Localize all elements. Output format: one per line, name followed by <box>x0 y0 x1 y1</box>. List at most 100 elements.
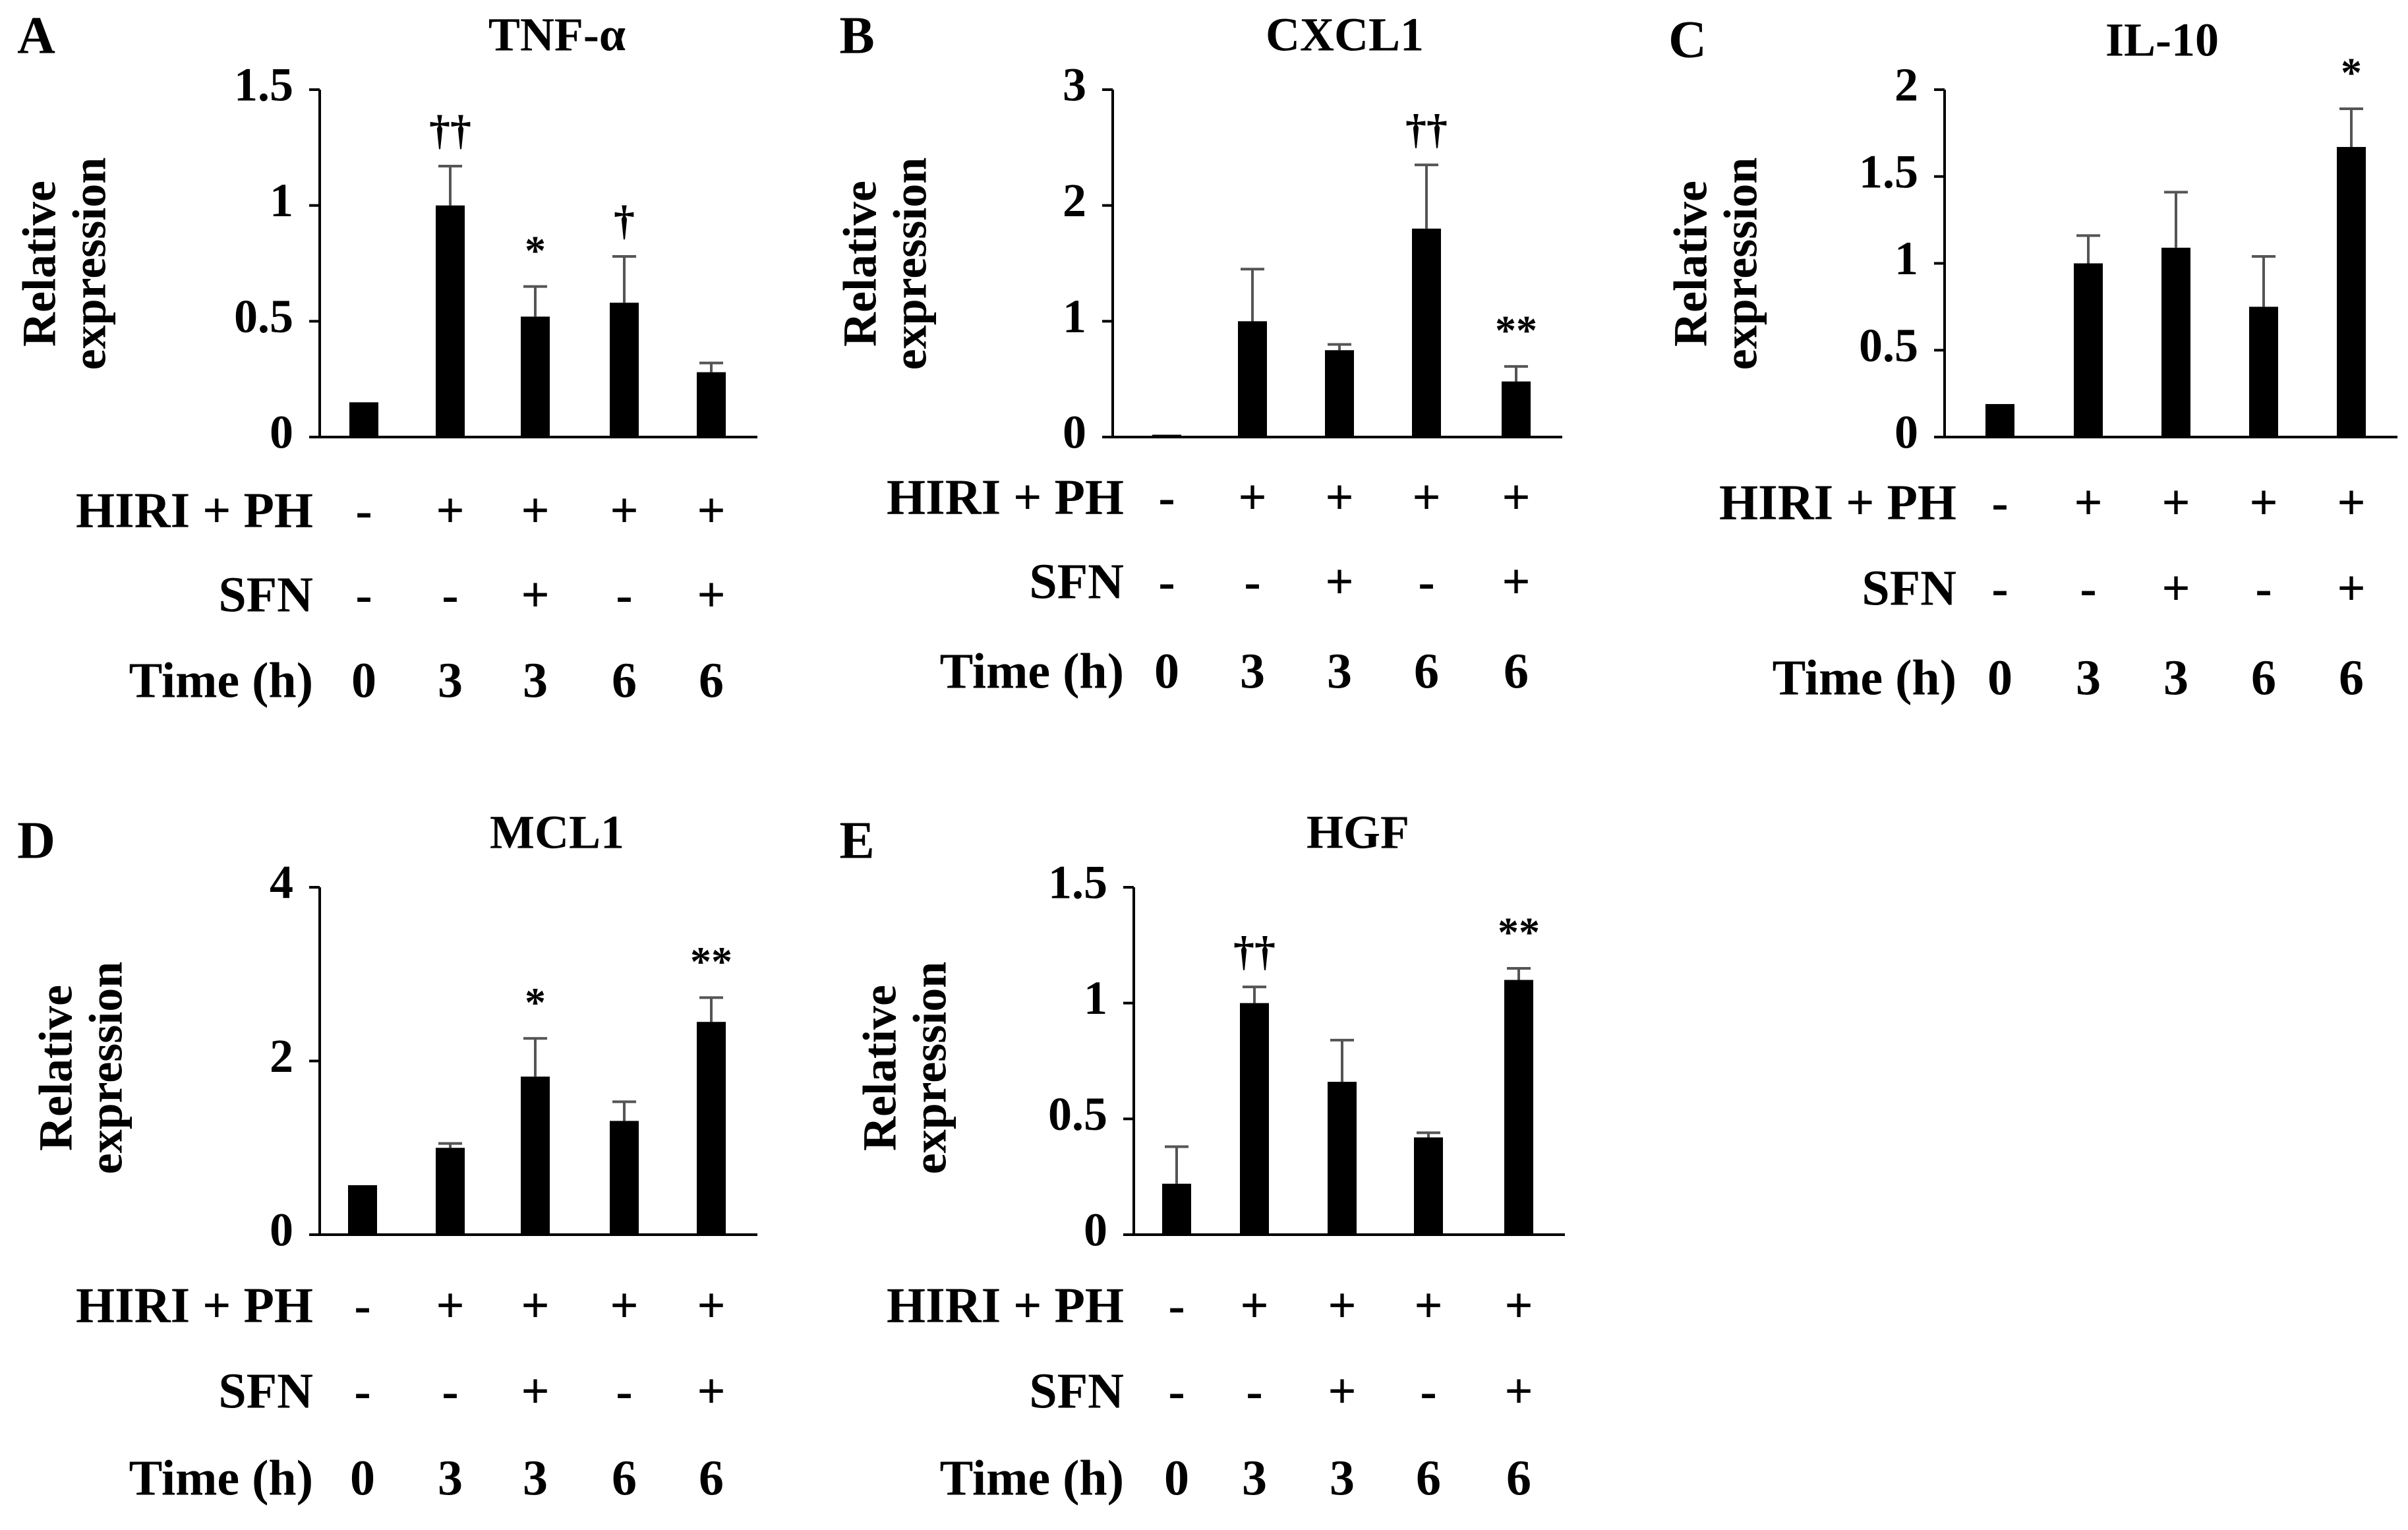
condition-sfn: + <box>1502 554 1530 609</box>
condition-hiri-ph: + <box>1238 469 1266 525</box>
condition-time: 6 <box>2251 650 2276 705</box>
bar <box>1412 228 1441 437</box>
y-tick-label: 1 <box>1084 972 1107 1024</box>
y-tick-label: 1 <box>1063 290 1086 343</box>
panel-label: E <box>839 811 874 869</box>
significance-marker: ** <box>1495 307 1537 354</box>
condition-sfn: + <box>2337 560 2365 616</box>
chart-title: CXCL1 <box>1266 9 1424 61</box>
chart-title: HGF <box>1307 806 1409 859</box>
condition-hiri-ph: - <box>1991 475 2008 530</box>
condition-time: 6 <box>612 653 637 708</box>
y-tick-label: 2 <box>270 1030 293 1082</box>
significance-marker: * <box>525 979 546 1026</box>
bar <box>697 1022 726 1235</box>
condition-hiri-ph: + <box>1325 469 1353 525</box>
bar <box>610 303 639 437</box>
chart-title: TNF-α <box>488 9 626 61</box>
significance-marker: †† <box>1405 105 1448 152</box>
condition-time: 3 <box>1242 1450 1267 1506</box>
y-tick-label: 4 <box>270 856 293 909</box>
condition-hiri-ph: - <box>1168 1278 1185 1333</box>
condition-time: 3 <box>2076 650 2101 705</box>
bar <box>610 1121 639 1235</box>
condition-sfn: + <box>697 567 725 622</box>
condition-time: 0 <box>351 653 376 708</box>
condition-sfn: - <box>355 567 372 622</box>
bar <box>1240 1003 1269 1235</box>
condition-hiri-ph: + <box>521 1278 549 1333</box>
condition-time: 6 <box>612 1450 637 1506</box>
y-axis-label-line: Relative <box>30 985 82 1151</box>
significance-marker: †† <box>429 107 471 154</box>
y-axis-label-line: expression <box>80 962 132 1175</box>
condition-sfn: + <box>1325 554 1353 609</box>
bar <box>1152 434 1181 437</box>
y-axis-label-line: expression <box>1715 158 1767 370</box>
y-tick-label: 0 <box>270 406 293 459</box>
y-tick-label: 1 <box>1894 232 1918 285</box>
condition-time: 6 <box>699 653 724 708</box>
bar <box>1985 403 2014 437</box>
condition-time: 3 <box>1327 643 1352 699</box>
y-tick-label: 2 <box>1894 59 1918 111</box>
row-label-time: Time (h) <box>129 653 313 708</box>
condition-hiri-ph: + <box>1504 1278 1533 1333</box>
y-tick-label: 1.5 <box>1859 145 1918 198</box>
condition-time: 6 <box>1414 643 1439 699</box>
row-label-sfn: SFN <box>218 567 313 622</box>
condition-hiri-ph: + <box>610 1278 638 1333</box>
condition-time: 3 <box>1240 643 1265 699</box>
bar <box>521 1076 550 1235</box>
y-tick-label: 0.5 <box>234 290 293 343</box>
condition-hiri-ph: + <box>436 483 464 538</box>
significance-marker: ** <box>1498 909 1540 956</box>
row-label-time: Time (h) <box>1773 650 1956 705</box>
row-label-hiri-ph: HIRI + PH <box>76 483 313 538</box>
condition-hiri-ph: + <box>610 483 638 538</box>
y-axis-label-line: Relative <box>854 985 906 1151</box>
panel-label: B <box>839 7 874 65</box>
condition-time: 6 <box>699 1450 724 1506</box>
condition-hiri-ph: + <box>1240 1278 1268 1333</box>
bar <box>1162 1183 1191 1235</box>
condition-sfn: - <box>1418 554 1434 609</box>
row-label-sfn: SFN <box>218 1363 313 1419</box>
condition-hiri-ph: + <box>697 1278 725 1333</box>
condition-sfn: + <box>1328 1363 1356 1419</box>
significance-marker: †† <box>1233 927 1276 974</box>
condition-time: 3 <box>438 1450 463 1506</box>
y-axis-label-line: Relative <box>1664 181 1717 347</box>
significance-marker: ** <box>690 938 732 985</box>
condition-hiri-ph: + <box>2074 475 2102 530</box>
condition-sfn: + <box>697 1363 725 1419</box>
y-tick-label: 1 <box>270 174 293 227</box>
condition-hiri-ph: + <box>1328 1278 1356 1333</box>
condition-time: 0 <box>350 1450 375 1506</box>
bar <box>348 1185 377 1235</box>
condition-sfn: - <box>616 567 632 622</box>
row-label-sfn: SFN <box>1862 560 1956 616</box>
y-axis-label-line: expression <box>63 158 116 370</box>
condition-hiri-ph: + <box>2249 475 2277 530</box>
condition-hiri-ph: + <box>1502 469 1530 525</box>
condition-hiri-ph: - <box>1158 469 1175 525</box>
condition-time: 6 <box>1504 643 1529 699</box>
y-tick-label: 1.5 <box>234 59 293 111</box>
chart-title: IL-10 <box>2105 14 2219 67</box>
y-tick-label: 0 <box>1063 406 1086 459</box>
condition-sfn: - <box>1420 1363 1436 1419</box>
bar <box>436 205 465 437</box>
condition-sfn: - <box>1168 1363 1185 1419</box>
row-label-time: Time (h) <box>129 1450 313 1506</box>
condition-sfn: - <box>1991 560 2008 616</box>
significance-marker: * <box>525 227 546 274</box>
panel-label: A <box>17 7 55 65</box>
